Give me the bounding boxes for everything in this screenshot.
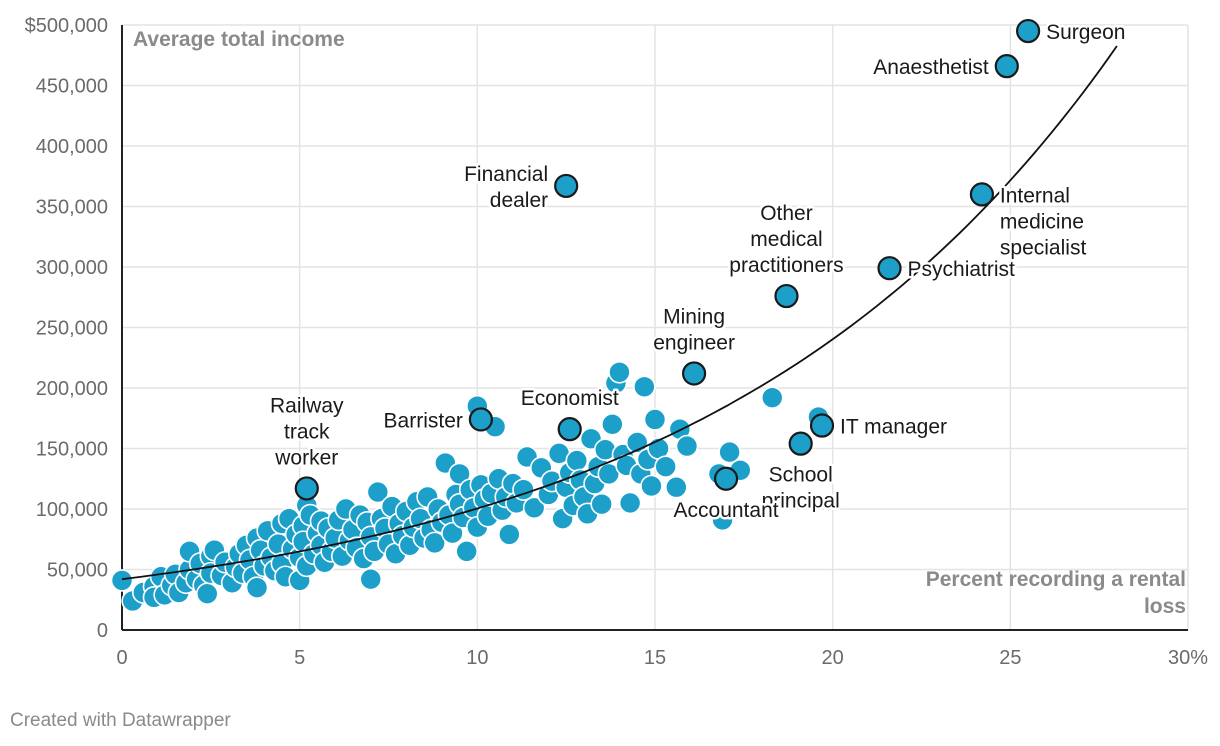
label-mining-engineer: engineer bbox=[653, 331, 735, 354]
data-point bbox=[675, 434, 699, 458]
y-tick-label: 250,000 bbox=[36, 318, 108, 340]
highlight-point-barrister bbox=[468, 407, 493, 432]
highlight-point-anaesthetist bbox=[994, 54, 1019, 79]
data-point bbox=[654, 455, 677, 478]
label-surgeon: Surgeon bbox=[1046, 21, 1125, 44]
x-tick-label: 20 bbox=[822, 647, 844, 669]
data-point bbox=[441, 521, 464, 545]
label-mining-engineer: Mining bbox=[663, 305, 725, 328]
label-accountant: Accountant bbox=[674, 499, 779, 522]
data-point bbox=[448, 462, 471, 486]
highlight-point-accountant bbox=[713, 466, 739, 491]
highlight-point-railway-track-worker bbox=[294, 476, 319, 501]
y-tick-label: 400,000 bbox=[36, 136, 108, 158]
axis-ticks: 0 50,000 100,000 150,000 200,000 250,000 300,0… bbox=[25, 15, 1209, 669]
label-internal-medicine-specialist: medicine bbox=[1000, 210, 1084, 233]
x-axis-title-line1: Percent recording a rental bbox=[926, 568, 1186, 591]
highlight-point-internal-medicine-specialist bbox=[969, 182, 995, 207]
label-it-manager: IT manager bbox=[840, 416, 947, 439]
data-point bbox=[711, 508, 734, 532]
data-point bbox=[522, 496, 546, 520]
highlight-point-surgeon bbox=[1015, 18, 1041, 44]
y-tick-label: 350,000 bbox=[36, 197, 108, 219]
label-anaesthetist: Anaesthetist bbox=[873, 56, 989, 79]
data-point bbox=[665, 475, 688, 499]
gridlines bbox=[121, 24, 1189, 630]
data-point bbox=[565, 449, 589, 472]
label-school-principal: principal bbox=[762, 490, 840, 513]
y-tick-label: 450,000 bbox=[36, 76, 108, 98]
highlight-point-psychiatrist bbox=[877, 256, 902, 281]
x-tick-label: 25 bbox=[999, 647, 1021, 669]
data-point bbox=[643, 408, 667, 431]
data-points bbox=[110, 360, 830, 613]
y-axis-title: Average total income bbox=[133, 28, 345, 51]
highlight-point-school-principal bbox=[788, 431, 813, 456]
label-internal-medicine-specialist: Internal bbox=[1000, 184, 1070, 207]
x-tick-label: 10 bbox=[466, 647, 488, 669]
highlight-point-mining-engineer bbox=[681, 361, 707, 386]
data-point bbox=[110, 569, 134, 592]
highlight-point-it-manager bbox=[809, 413, 835, 438]
label-railway-track-worker: track bbox=[284, 420, 330, 443]
y-tick-label: 50,000 bbox=[47, 560, 108, 582]
y-tick-label: $500,000 bbox=[25, 15, 108, 37]
trend-line bbox=[121, 45, 1118, 581]
scatter-chart: 0 50,000 100,000 150,000 200,000 250,000 300,0… bbox=[25, 15, 1209, 669]
highlight-point-financial-dealer bbox=[554, 173, 579, 199]
label-railway-track-worker: worker bbox=[274, 446, 338, 469]
highlight-point-other-medical-practitioners bbox=[774, 283, 799, 309]
y-tick-label: 300,000 bbox=[36, 257, 108, 279]
highlighted-points: Surgeon Anaesthetist Financial dealer Intern… bbox=[268, 18, 1128, 525]
data-point bbox=[760, 386, 784, 409]
data-point bbox=[618, 491, 642, 515]
label-financial-dealer: dealer bbox=[490, 189, 548, 212]
x-tick-label: 5 bbox=[294, 647, 305, 669]
x-tick-label: 0 bbox=[116, 647, 127, 669]
y-tick-label: 200,000 bbox=[36, 378, 108, 400]
data-point bbox=[423, 531, 446, 555]
x-tick-label: 15 bbox=[644, 647, 666, 669]
label-psychiatrist: Psychiatrist bbox=[908, 258, 1016, 281]
data-point bbox=[590, 492, 614, 516]
data-point bbox=[633, 375, 656, 399]
y-tick-label: 150,000 bbox=[36, 439, 108, 461]
label-other-medical-practitioners: medical bbox=[750, 228, 822, 251]
label-internal-medicine-specialist: specialist bbox=[1000, 236, 1087, 259]
data-point bbox=[455, 540, 478, 563]
datawrapper-credit: Created with Datawrapper bbox=[10, 710, 231, 731]
label-school-principal: School bbox=[769, 464, 833, 487]
x-tick-label: 30% bbox=[1168, 647, 1208, 669]
x-axis-title-line2: loss bbox=[1144, 595, 1186, 618]
highlight-point-economist bbox=[557, 417, 582, 442]
data-point bbox=[245, 576, 269, 599]
label-railway-track-worker: Railway bbox=[270, 394, 344, 417]
data-point bbox=[366, 480, 390, 504]
y-tick-label: 100,000 bbox=[36, 499, 108, 521]
data-point bbox=[359, 567, 383, 591]
data-point bbox=[718, 440, 741, 464]
data-point bbox=[640, 474, 663, 498]
data-point bbox=[608, 360, 631, 384]
label-financial-dealer: Financial bbox=[464, 163, 548, 186]
data-point bbox=[601, 412, 624, 436]
label-barrister: Barrister bbox=[384, 409, 463, 432]
label-economist: Economist bbox=[521, 387, 619, 410]
y-tick-label: 0 bbox=[97, 620, 108, 642]
label-other-medical-practitioners: practitioners bbox=[729, 254, 843, 277]
data-point bbox=[195, 582, 219, 606]
label-other-medical-practitioners: Other bbox=[760, 202, 813, 225]
data-point bbox=[498, 523, 521, 546]
